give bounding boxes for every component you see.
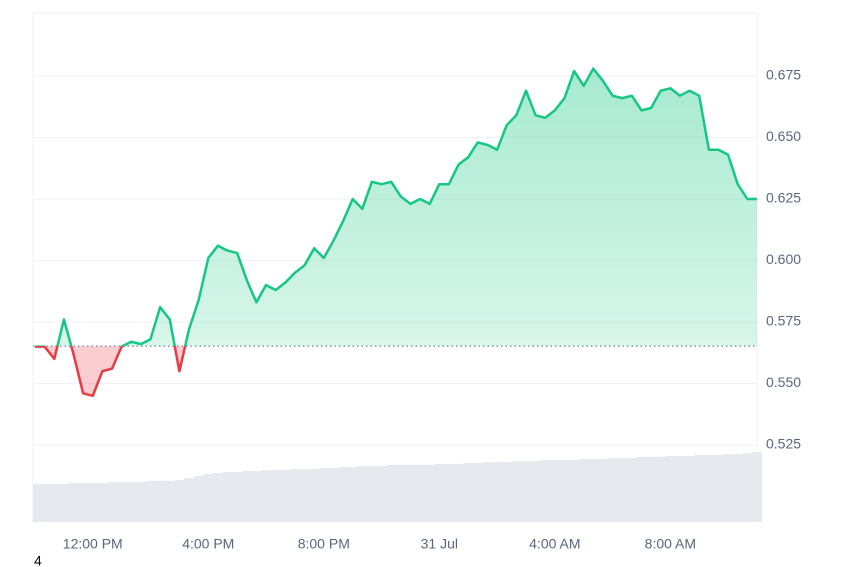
volume-bar xyxy=(675,456,686,522)
volume-bar xyxy=(59,484,69,522)
volume-bar xyxy=(107,482,118,522)
volume-bar xyxy=(164,481,175,522)
volume-bar xyxy=(328,468,339,522)
volume-bar xyxy=(569,460,580,522)
volume-bar xyxy=(126,482,137,522)
volume-bar xyxy=(347,467,358,522)
volume-bar xyxy=(646,457,657,522)
volume-bar xyxy=(742,453,753,522)
volume-bar xyxy=(357,466,368,522)
volume-bar xyxy=(453,464,464,522)
volume-bar xyxy=(87,483,98,522)
volume-bar xyxy=(376,466,387,522)
y-tick-label: 0.600 xyxy=(766,251,801,267)
volume-bar xyxy=(39,484,50,522)
volume-bar xyxy=(280,470,291,522)
area-up xyxy=(57,68,757,347)
volume-bar xyxy=(511,461,522,522)
volume-bar xyxy=(636,457,647,522)
volume-bar xyxy=(655,457,666,522)
volume-bar xyxy=(49,484,60,522)
volume-bar xyxy=(174,480,185,522)
y-tick-label: 0.550 xyxy=(766,374,801,390)
volume-bar xyxy=(367,466,378,522)
volume-bar xyxy=(78,483,89,522)
volume-bar xyxy=(463,463,474,522)
volume-bar xyxy=(213,473,224,522)
volume-bar xyxy=(116,482,127,522)
volume-bar xyxy=(68,483,79,522)
y-tick-label: 0.675 xyxy=(766,67,801,83)
volume-bar xyxy=(559,460,570,522)
volume-bar xyxy=(578,459,589,522)
volume-bar xyxy=(704,455,714,522)
volume-bar xyxy=(530,461,541,522)
volume-bar xyxy=(434,464,445,522)
volume-bar xyxy=(338,467,349,522)
volume-bar xyxy=(145,481,156,522)
volume-bar xyxy=(713,455,724,522)
volume-bar xyxy=(617,458,628,522)
volume-bar xyxy=(492,462,503,522)
volume-bar xyxy=(136,482,147,522)
y-tick-label: 0.650 xyxy=(766,128,801,144)
volume-bar xyxy=(261,470,272,522)
volume-bar xyxy=(396,465,406,522)
x-tick-label: 8:00 PM xyxy=(298,536,350,552)
volume-bar xyxy=(607,458,618,522)
footnote: 4 xyxy=(34,553,42,567)
volume-bar xyxy=(482,462,493,522)
volume-bar xyxy=(752,452,763,522)
volume-bar xyxy=(309,469,320,522)
volume-bar xyxy=(444,464,455,522)
volume-bar xyxy=(598,459,609,522)
volume-bar xyxy=(299,469,310,522)
volume-bar xyxy=(550,460,560,522)
volume-bar xyxy=(232,472,243,522)
x-tick-label: 4:00 AM xyxy=(529,536,580,552)
volume-bar xyxy=(473,463,483,522)
volume-bar xyxy=(694,455,705,522)
volume-bar xyxy=(415,465,426,522)
volume-bar xyxy=(665,456,676,522)
volume-bar xyxy=(184,478,195,522)
price-line-up xyxy=(35,67,757,347)
y-tick-label: 0.625 xyxy=(766,190,801,206)
x-tick-label: 12:00 PM xyxy=(63,536,123,552)
volume-bar xyxy=(588,459,599,522)
volume-bar xyxy=(501,462,512,522)
volume-bar xyxy=(521,461,532,522)
volume-bar xyxy=(290,469,301,522)
y-tick-label: 0.525 xyxy=(766,436,801,452)
volume-bar xyxy=(627,458,637,522)
y-tick-label: 0.575 xyxy=(766,313,801,329)
volume-bar xyxy=(318,468,329,522)
volume-bar xyxy=(203,474,214,522)
volume-bar xyxy=(540,460,551,522)
x-tick-label: 4:00 PM xyxy=(182,536,234,552)
volume-bar xyxy=(732,454,743,522)
volume-bar xyxy=(424,465,435,522)
volume-bar xyxy=(155,481,166,522)
volume-bar xyxy=(193,476,204,522)
volume-bar xyxy=(723,454,734,522)
volume-bar xyxy=(684,456,695,522)
x-tick-label: 31 Jul xyxy=(421,536,458,552)
volume-bar xyxy=(386,465,397,522)
x-tick-label: 8:00 AM xyxy=(645,536,696,552)
volume-bar xyxy=(97,483,108,522)
volume-bar xyxy=(222,472,233,522)
volume-bar xyxy=(251,471,262,522)
volume-bar xyxy=(241,471,252,522)
volume-bar xyxy=(270,470,281,522)
area-down xyxy=(35,346,186,396)
volume-bar xyxy=(33,484,43,522)
volume-bar xyxy=(405,465,416,522)
